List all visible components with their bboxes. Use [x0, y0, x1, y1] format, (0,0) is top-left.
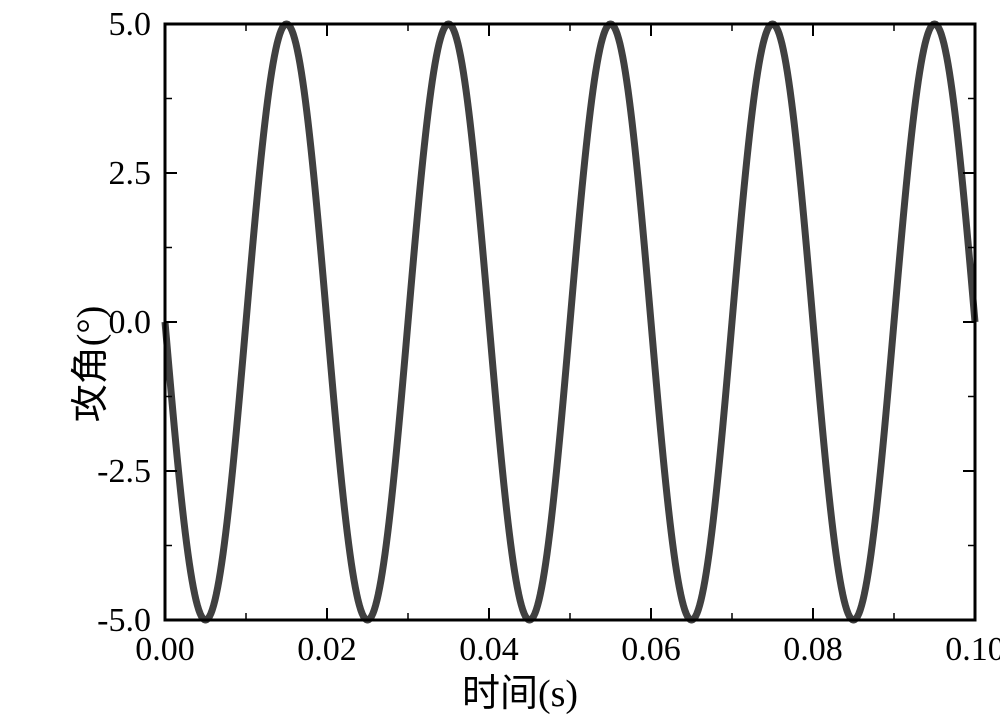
line-chart: 0.000.020.040.060.080.10-5.0-2.50.02.55.… — [0, 0, 1000, 727]
sine-curve — [165, 24, 975, 620]
y-axis-label: 攻角(°) — [59, 305, 114, 422]
x-tick-label: 0.06 — [621, 631, 681, 668]
y-tick-label: -5.0 — [97, 602, 151, 639]
y-tick-label: 0.0 — [109, 304, 152, 341]
y-tick-label: 2.5 — [109, 155, 152, 192]
y-tick-label: 5.0 — [109, 6, 152, 43]
x-tick-label: 0.10 — [945, 631, 1000, 668]
y-tick-label: -2.5 — [97, 453, 151, 490]
chart-container: 0.000.020.040.060.080.10-5.0-2.50.02.55.… — [0, 0, 1000, 727]
x-tick-label: 0.08 — [783, 631, 843, 668]
x-tick-label: 0.02 — [297, 631, 357, 668]
x-axis-label: 时间(s) — [462, 662, 578, 717]
